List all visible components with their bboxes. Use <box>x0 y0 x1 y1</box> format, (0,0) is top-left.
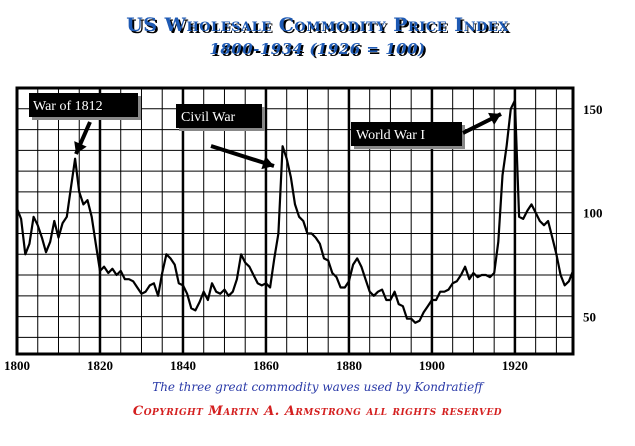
annotation-box <box>351 122 462 146</box>
plot-frame <box>15 86 575 356</box>
x-axis: 1800 1820 1840 1860 1880 1900 1920 <box>4 358 528 373</box>
x-tick-label: 1840 <box>170 358 196 373</box>
y-tick-label: 150 <box>583 102 603 117</box>
chart-title: US Wholesale Commodity Price Index <box>126 14 509 36</box>
copyright-notice: Copyright Martin A. Armstrong all rights… <box>132 404 503 419</box>
x-tick-label: 1800 <box>4 358 30 373</box>
annotation-arrowhead <box>74 141 87 154</box>
chart-subtitle: 1800-1934 (1926 = 100) <box>209 40 426 58</box>
y-tick-label: 50 <box>583 310 596 325</box>
y-axis: 50 100 150 <box>583 102 603 325</box>
series-line <box>15 99 575 324</box>
y-tick-label: 100 <box>583 206 603 221</box>
caption: The three great commodity waves used by … <box>152 380 483 394</box>
series <box>15 99 575 324</box>
x-tick-label: 1920 <box>502 358 528 373</box>
annotation-arrowhead <box>488 112 501 126</box>
x-tick-label: 1860 <box>253 358 279 373</box>
annotations: War of 1812 Civil War World War I <box>29 93 502 170</box>
annotation-label: Civil War <box>181 110 236 125</box>
grid <box>17 88 573 354</box>
x-tick-label: 1820 <box>87 358 113 373</box>
annotation-arrowhead <box>261 156 274 170</box>
annotation-label: World War I <box>356 128 425 143</box>
x-tick-label: 1900 <box>419 358 445 373</box>
x-tick-label: 1880 <box>336 358 362 373</box>
annotation-label: War of 1812 <box>33 99 103 114</box>
annotation-box <box>176 104 262 128</box>
annotation-box <box>29 93 138 117</box>
